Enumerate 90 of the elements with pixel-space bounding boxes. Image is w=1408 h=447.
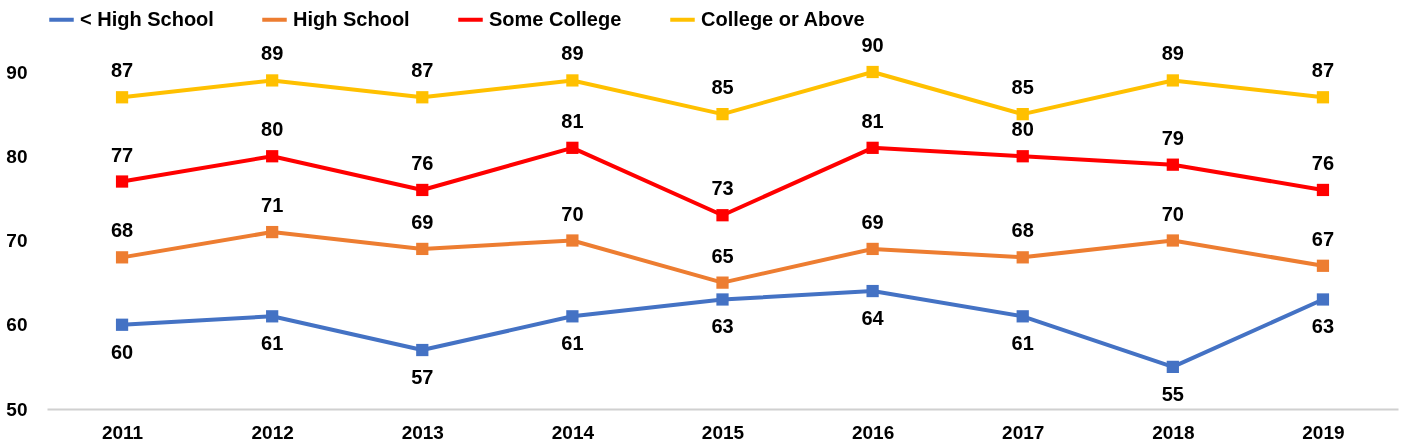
point [1016, 310, 1029, 323]
data-label: 67 [1311, 227, 1335, 250]
point [416, 183, 429, 197]
point [416, 343, 429, 357]
data-label: 87 [411, 59, 434, 82]
x-tick-label: 2015 [701, 421, 745, 443]
point [716, 108, 729, 121]
point [566, 74, 579, 87]
point [1316, 183, 1330, 197]
y-tick-label: 50 [6, 398, 28, 420]
point [1316, 91, 1330, 104]
point [115, 318, 129, 331]
point [1016, 108, 1029, 121]
point [1166, 158, 1179, 171]
point [1016, 150, 1029, 163]
data-label: 81 [561, 109, 584, 132]
data-label: 87 [110, 59, 134, 82]
x-tick-label: 2017 [1002, 421, 1045, 443]
point [416, 242, 429, 256]
x-tick-label: 2018 [1152, 421, 1195, 443]
point [1166, 234, 1179, 247]
point [716, 209, 729, 222]
x-tick-label: 2014 [551, 421, 595, 443]
point [115, 251, 129, 264]
data-label: 68 [110, 219, 134, 242]
data-label: 70 [561, 202, 584, 225]
data-label: 57 [411, 366, 434, 389]
data-label: 87 [1311, 59, 1335, 82]
point [1316, 293, 1330, 306]
data-label: 55 [1161, 382, 1184, 405]
data-label: 85 [711, 76, 734, 99]
data-label: 81 [861, 109, 884, 132]
data-label: 89 [261, 42, 284, 65]
point [866, 65, 879, 79]
point [566, 310, 579, 323]
data-label: 63 [1311, 315, 1335, 338]
x-tick-label: 2011 [101, 421, 144, 443]
point [266, 74, 279, 87]
data-label: 76 [411, 151, 434, 174]
point [716, 293, 729, 306]
legend-label: < High School [80, 7, 214, 30]
data-label: 73 [711, 177, 734, 200]
data-label: 71 [261, 194, 284, 217]
data-label: 69 [861, 210, 884, 233]
data-label: 65 [711, 244, 734, 267]
point [266, 150, 279, 163]
data-label: 89 [561, 42, 584, 65]
data-label: 61 [261, 332, 284, 355]
point [866, 284, 879, 298]
y-tick-label: 90 [6, 61, 28, 83]
data-label: 63 [711, 315, 734, 338]
legend-label: Some College [489, 7, 622, 30]
point [1016, 251, 1029, 264]
point [416, 91, 429, 104]
data-label: 90 [861, 34, 884, 56]
data-label: 70 [1161, 202, 1184, 225]
point [1166, 360, 1179, 373]
point [866, 141, 879, 154]
data-label: 80 [1011, 118, 1034, 141]
point [566, 234, 579, 247]
x-tick-label: 2013 [401, 421, 444, 443]
data-label: 60 [110, 340, 134, 363]
point [266, 225, 279, 239]
data-label: 61 [1011, 332, 1034, 355]
y-tick-label: 80 [6, 145, 28, 167]
y-tick-label: 70 [6, 230, 28, 251]
point [566, 141, 579, 154]
data-label: 77 [110, 143, 134, 166]
point [866, 242, 879, 256]
legend-label: High School [293, 7, 410, 30]
data-label: 76 [1311, 151, 1335, 174]
data-label: 85 [1011, 76, 1034, 99]
y-tick-label: 60 [6, 314, 28, 336]
data-label: 61 [561, 332, 584, 355]
point [716, 276, 729, 289]
x-tick-label: 2012 [251, 421, 294, 443]
data-label: 79 [1161, 126, 1184, 149]
data-label: 69 [411, 210, 434, 233]
point [1316, 259, 1330, 272]
point [266, 310, 279, 323]
data-label: 64 [861, 307, 885, 330]
legend-label: College or Above [701, 7, 865, 30]
point [1166, 74, 1179, 87]
data-label: 80 [261, 118, 284, 141]
point [115, 175, 129, 188]
x-tick-label: 2019 [1302, 421, 1345, 443]
point [115, 91, 129, 104]
data-label: 68 [1011, 219, 1034, 242]
x-tick-label: 2016 [851, 421, 895, 443]
data-label: 89 [1161, 42, 1184, 65]
